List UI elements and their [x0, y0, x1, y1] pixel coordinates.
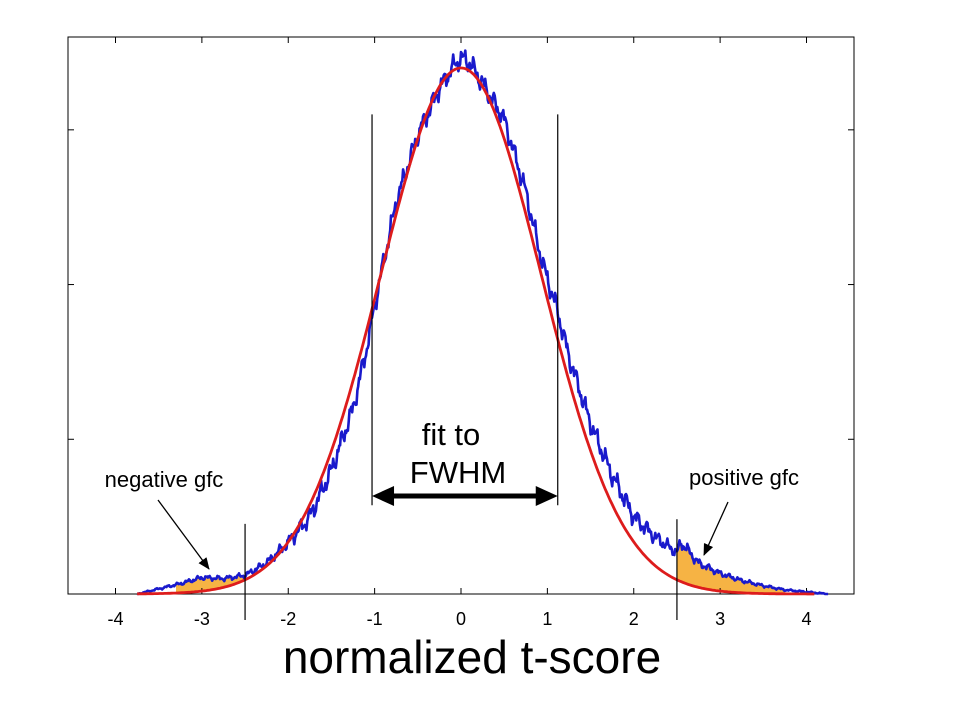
x-tick-label: -4: [107, 609, 123, 629]
negative-gfc-pointer-arrow: [157, 499, 210, 570]
x-tick-label: 4: [801, 609, 811, 629]
x-tick-labels: -4 -3 -2 -1 0 1 2 3 4: [107, 609, 811, 629]
x-tick-label: 2: [629, 609, 639, 629]
fwhm-arrowhead-right: [535, 486, 558, 507]
x-tick-label: 0: [456, 609, 466, 629]
plot-frame: [67, 36, 855, 595]
y-axis-ticks: [68, 129, 854, 440]
x-tick-label: -1: [367, 609, 383, 629]
fwhm-arrowhead-left: [372, 486, 395, 507]
empirical-histogram-line: [136, 49, 829, 596]
negative-gfc-label: negative gfc: [105, 467, 224, 492]
x-axis-ticks: [115, 37, 807, 594]
positive-gfc-shaded-area: [676, 540, 785, 594]
x-tick-label: 1: [542, 609, 552, 629]
gaussian-fit-line: [137, 66, 815, 596]
x-axis-label: normalized t-score: [283, 631, 661, 683]
fwhm-label-line2: FWHM: [410, 455, 506, 490]
x-tick-label: -2: [280, 609, 296, 629]
fwhm-label-line1: fit to: [422, 417, 481, 452]
positive-gfc-pointer-arrow: [703, 501, 729, 556]
x-tick-label: -3: [194, 609, 210, 629]
positive-gfc-label: positive gfc: [689, 465, 799, 490]
x-tick-label: 3: [715, 609, 725, 629]
